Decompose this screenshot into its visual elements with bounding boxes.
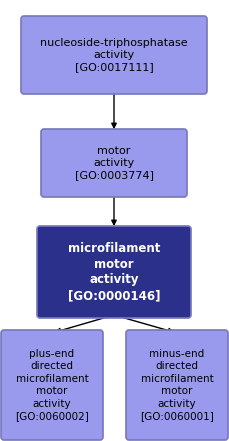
FancyBboxPatch shape [126,330,228,440]
FancyBboxPatch shape [1,330,103,440]
Text: minus-end
directed
microfilament
motor
activity
[GO:0060001]: minus-end directed microfilament motor a… [140,349,214,421]
FancyBboxPatch shape [41,129,187,197]
Text: plus-end
directed
microfilament
motor
activity
[GO:0060002]: plus-end directed microfilament motor ac… [15,349,89,421]
Text: nucleoside-triphosphatase
activity
[GO:0017111]: nucleoside-triphosphatase activity [GO:0… [40,37,188,72]
Text: motor
activity
[GO:0003774]: motor activity [GO:0003774] [74,146,153,180]
FancyBboxPatch shape [37,226,191,318]
FancyBboxPatch shape [21,16,207,94]
Text: microfilament
motor
activity
[GO:0000146]: microfilament motor activity [GO:0000146… [68,242,160,303]
